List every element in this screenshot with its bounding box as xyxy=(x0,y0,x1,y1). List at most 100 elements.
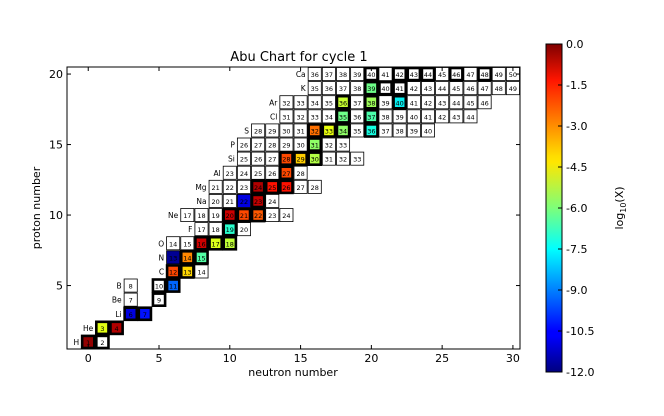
isotope-mass-label: 49 xyxy=(495,71,503,79)
isotope-cell-10-22: 22 xyxy=(251,208,266,223)
isotope-mass-label: 27 xyxy=(296,184,304,192)
stable-isotope-outline xyxy=(363,94,379,110)
isotope-mass-label: 31 xyxy=(282,113,290,121)
isotope-cell-fill xyxy=(265,165,280,180)
isotope-mass-label: 38 xyxy=(381,113,389,121)
isotope-cell-18-32: 32 xyxy=(279,95,294,110)
isotope-cell-19-48: 48 xyxy=(491,81,506,96)
isotope-cell-fill xyxy=(463,109,478,124)
isotope-cell-fill xyxy=(463,95,478,110)
isotope-cell-fill xyxy=(293,123,308,138)
isotope-mass-label: 20 xyxy=(212,198,220,206)
isotope-mass-label: 32 xyxy=(296,113,304,121)
isotope-cell-fill xyxy=(350,151,365,166)
isotope-cell-17-39: 39 xyxy=(392,109,407,124)
isotope-mass-label: 46 xyxy=(466,85,474,93)
isotope-cell-11-23: 23 xyxy=(251,193,266,208)
isotope-cell-20-36: 36 xyxy=(307,67,322,82)
isotope-mass-label: 14 xyxy=(169,240,177,248)
isotope-cell-12-26: 26 xyxy=(279,179,294,194)
isotope-mass-label: 26 xyxy=(268,170,276,178)
isotope-mass-label: 45 xyxy=(466,99,474,107)
isotope-cell-fill xyxy=(236,222,251,237)
isotope-cell-fill xyxy=(236,137,251,152)
isotope-cell-11-20: 20 xyxy=(208,193,223,208)
isotope-cell-15-32: 32 xyxy=(321,137,336,152)
isotope-mass-label: 43 xyxy=(424,85,432,93)
isotope-mass-label: 18 xyxy=(212,226,220,234)
isotope-cell-fill xyxy=(321,109,336,124)
isotope-cell-18-45: 45 xyxy=(463,95,478,110)
isotope-mass-label: 30 xyxy=(311,156,319,164)
isotope-cell-17-40: 40 xyxy=(406,109,421,124)
isotope-mass-label: 31 xyxy=(311,142,319,150)
isotope-mass-label: 36 xyxy=(353,113,361,121)
isotope-cell-2-4: 4 xyxy=(109,320,124,335)
isotope-cell-fill xyxy=(166,236,181,251)
stable-isotope-outline xyxy=(222,235,238,251)
isotope-cell-fill xyxy=(279,123,294,138)
isotope-cell-13-25: 25 xyxy=(251,165,266,180)
isotope-mass-label: 27 xyxy=(268,156,276,164)
element-label-o: O xyxy=(158,239,164,248)
y-ticks: 5 10 15 20 xyxy=(49,68,520,293)
stable-isotope-outline xyxy=(165,264,181,279)
stable-isotope-outline xyxy=(95,320,110,336)
isotope-cell-16-29: 29 xyxy=(265,123,280,138)
isotope-mass-label: 42 xyxy=(396,71,404,79)
isotope-cell-fill xyxy=(222,179,237,194)
isotope-cell-18-42: 42 xyxy=(421,95,435,110)
isotope-mass-label: 35 xyxy=(339,113,347,121)
colorbar-tick-label: -12.0 xyxy=(566,366,594,379)
isotope-mass-label: 39 xyxy=(410,127,418,135)
isotope-cell-5-8: 8 xyxy=(123,278,138,293)
x-tick-label: 0 xyxy=(85,352,92,365)
isotope-cell-fill xyxy=(449,95,464,110)
x-tick-label: 10 xyxy=(223,352,237,365)
isotope-cell-fill xyxy=(208,222,223,237)
isotope-mass-label: 39 xyxy=(381,99,389,107)
colorbar-ticks: 0.0 -1.5 -3.0 -4.5 -6.0 -7.5 -9.0 -10.5 -12.0 xyxy=(558,38,594,379)
isotope-mass-label: 38 xyxy=(353,85,361,93)
isotope-mass-label: 37 xyxy=(339,85,347,93)
element-label-na: Na xyxy=(196,197,206,206)
isotope-mass-label: 28 xyxy=(296,170,304,178)
isotope-mass-label: 28 xyxy=(311,184,319,192)
isotope-mass-label: 23 xyxy=(254,198,262,206)
isotope-cell-17-35: 35 xyxy=(336,109,351,124)
isotope-cell-fill xyxy=(477,95,492,110)
isotope-cell-fill xyxy=(321,67,336,82)
element-label-k: K xyxy=(301,84,307,93)
isotope-cell-19-40: 40 xyxy=(378,81,393,96)
isotope-cell-12-25: 25 xyxy=(265,179,280,194)
isotope-cell-fill xyxy=(435,109,450,124)
stable-isotope-outline xyxy=(448,66,464,82)
isotope-mass-label: 32 xyxy=(325,142,333,150)
isotope-cell-fill xyxy=(449,109,464,124)
isotope-cell-20-44: 44 xyxy=(421,67,435,82)
isotope-cell-16-33: 33 xyxy=(321,123,336,138)
stable-isotope-outline xyxy=(335,94,351,110)
isotope-mass-label: 23 xyxy=(268,212,276,220)
isotope-mass-label: 21 xyxy=(240,212,248,220)
isotope-mass-label: 36 xyxy=(311,71,319,79)
stable-isotope-outline xyxy=(335,123,351,138)
isotope-cell-12-22: 22 xyxy=(222,179,237,194)
isotope-cell-12-21: 21 xyxy=(208,179,223,194)
isotope-cell-18-38: 38 xyxy=(364,95,379,110)
isotope-mass-label: 16 xyxy=(197,240,205,248)
element-label-al: Al xyxy=(214,169,221,178)
isotope-cell-4-7: 7 xyxy=(123,292,138,307)
isotope-mass-label: 49 xyxy=(509,85,517,93)
colorbar-tick-label: -1.5 xyxy=(566,79,587,92)
isotope-cell-fill xyxy=(208,208,223,223)
isotope-cell-fill xyxy=(421,123,435,138)
isotope-cell-17-37: 37 xyxy=(364,109,379,124)
isotope-cell-fill xyxy=(350,95,365,110)
isotope-cell-13-27: 27 xyxy=(279,165,294,180)
isotope-mass-label: 6 xyxy=(129,311,133,319)
x-tick-label: 15 xyxy=(294,352,308,365)
isotope-cell-17-42: 42 xyxy=(435,109,450,124)
isotope-cell-1-2: 2 xyxy=(95,334,110,349)
